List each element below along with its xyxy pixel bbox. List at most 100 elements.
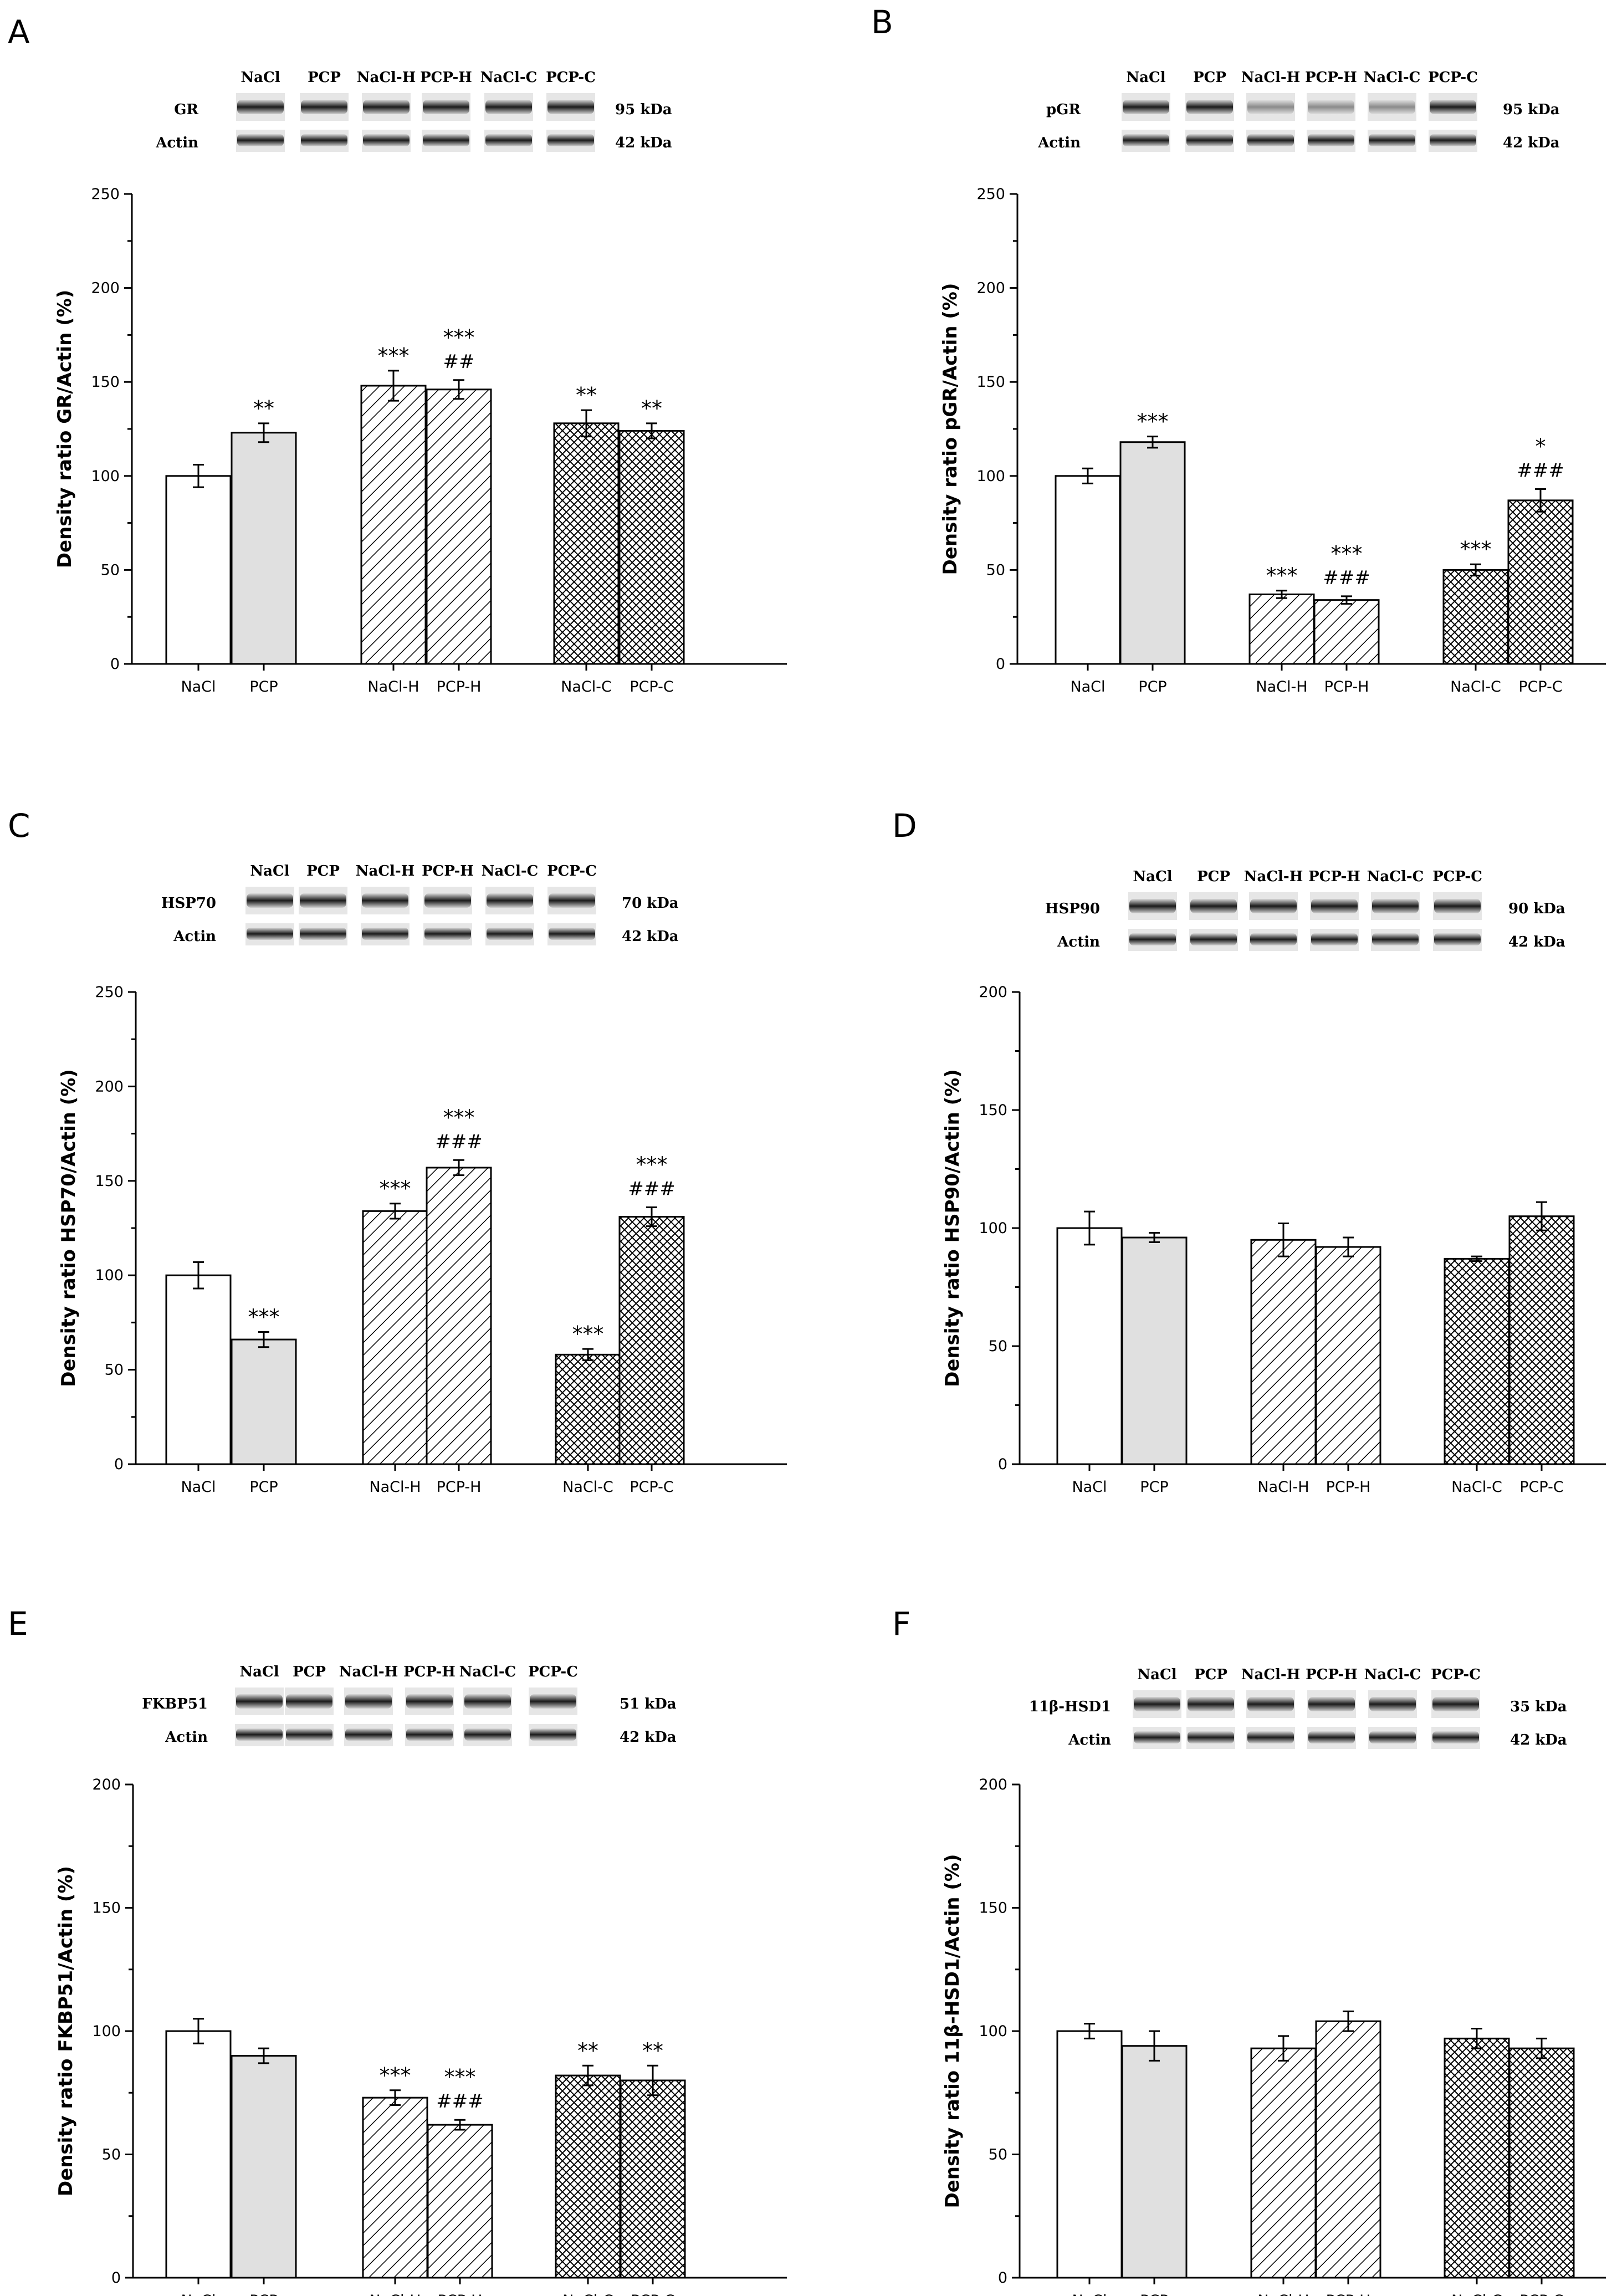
- bar-pcp-c: [1507, 499, 1574, 665]
- y-tick-label: 200: [92, 1776, 121, 1793]
- blot-band-protein: [300, 893, 346, 908]
- blot-band-protein: [464, 1694, 511, 1709]
- blot-band-protein: [1134, 1697, 1180, 1711]
- y-tick-label: 100: [976, 468, 1005, 485]
- blot-band-actin: [464, 1729, 511, 1741]
- blot-lane-label: NaCl: [239, 1664, 279, 1680]
- blot-actin-label: Actin: [1037, 135, 1081, 151]
- blot-protein-label: pGR: [1046, 101, 1081, 118]
- significance-annotation: ***: [380, 2063, 411, 2088]
- x-tick-label: NaCl: [1072, 1479, 1107, 1496]
- blot-actin-kda: 42 kDa: [1510, 1732, 1567, 1748]
- y-tick-label: 100: [92, 2023, 121, 2040]
- bar-pcp: [1121, 1236, 1188, 1465]
- y-tick-label: 150: [979, 1900, 1007, 1917]
- blot-band-actin: [345, 1729, 392, 1741]
- x-tick-label: NaCl-C: [562, 2292, 613, 2296]
- x-tick-label: PCP-C: [630, 678, 673, 696]
- blot-lane-label: PCP: [1194, 1666, 1227, 1683]
- significance-annotation: ***: [572, 1322, 604, 1346]
- y-tick-label: 200: [979, 1776, 1007, 1793]
- blot-band-actin: [1247, 1731, 1294, 1743]
- y-axis-label: Density ratio 11β-HSD1/Actin (%): [941, 1854, 964, 2208]
- bar-nacl-h: [1250, 2047, 1317, 2279]
- blot-lane-label: NaCl: [1133, 868, 1172, 885]
- y-tick-label: 150: [976, 374, 1005, 391]
- x-tick-label: NaCl: [181, 2292, 216, 2296]
- bar-nacl: [165, 2030, 232, 2279]
- blot-protein-kda: 90 kDa: [1508, 901, 1565, 917]
- blot-actin-kda: 42 kDa: [1503, 135, 1560, 151]
- x-tick-label: NaCl: [1070, 678, 1105, 696]
- y-tick-label: 250: [976, 186, 1005, 203]
- blot-band-protein: [363, 100, 410, 114]
- y-tick-label: 0: [111, 2269, 121, 2287]
- blot-band-actin: [236, 1729, 283, 1741]
- hash-annotation: ###: [628, 1178, 675, 1200]
- y-tick-label: 200: [979, 984, 1007, 1001]
- blot-actin-label: Actin: [155, 135, 198, 151]
- significance-annotation: ***: [1331, 541, 1363, 566]
- blot-band-protein: [487, 893, 533, 908]
- x-tick-label: PCP-C: [1519, 1479, 1563, 1496]
- blot-lane-label: PCP-H: [403, 1664, 456, 1680]
- blot-lane-label: PCP: [308, 69, 341, 86]
- significance-annotation: ***: [1266, 564, 1298, 588]
- y-tick-label: 100: [979, 1220, 1007, 1237]
- blot-lane-label: PCP-H: [1306, 1666, 1358, 1683]
- y-tick-label: 50: [102, 2146, 121, 2164]
- blot-actin-label: Actin: [1057, 934, 1100, 950]
- blot-lane-label: NaCl: [1137, 1666, 1176, 1683]
- y-tick-label: 150: [92, 1900, 121, 1917]
- y-tick-label: 50: [105, 1362, 124, 1379]
- blot-band-protein: [423, 100, 469, 114]
- bar-pcp-c: [618, 429, 685, 665]
- x-tick-label: PCP: [1140, 1479, 1168, 1496]
- blot-lane-label: PCP-C: [1432, 868, 1482, 885]
- bar-pcp-c: [1508, 2047, 1575, 2279]
- bar-pcp-h: [1313, 599, 1380, 665]
- x-tick-label: PCP-C: [631, 2292, 674, 2296]
- blot-band-protein: [549, 893, 595, 908]
- blot-band-actin: [1372, 933, 1419, 945]
- blot-protein-kda: 95 kDa: [615, 101, 672, 118]
- blot-band-protein: [485, 100, 532, 114]
- y-tick-label: 150: [91, 374, 120, 391]
- blot-band-protein: [530, 1694, 576, 1709]
- bar-pcp-h: [426, 1167, 492, 1465]
- bar-nacl: [1056, 2030, 1123, 2279]
- bar-pcp: [231, 432, 297, 665]
- blot-band-protein: [1247, 1697, 1294, 1711]
- blot-lane-label: NaCl-C: [1364, 69, 1421, 86]
- blot-band-actin: [1369, 134, 1415, 146]
- panel-letter: A: [8, 13, 30, 51]
- blot-band-protein: [301, 100, 347, 114]
- blot-lane-label: PCP-H: [420, 69, 472, 86]
- bar-nacl-h: [360, 385, 427, 665]
- y-tick-label: 100: [95, 1267, 124, 1284]
- blot-band-protein: [1311, 899, 1358, 913]
- blot-band-protein: [1250, 899, 1297, 913]
- blot-band-actin: [485, 134, 532, 146]
- x-tick-label: NaCl: [181, 678, 216, 696]
- y-tick-label: 250: [91, 186, 120, 203]
- y-tick-label: 0: [110, 656, 120, 673]
- blot-lane-label: PCP-C: [547, 863, 597, 879]
- blot-band-protein: [1129, 899, 1176, 913]
- x-tick-label: PCP: [249, 2292, 278, 2296]
- significance-annotation: ***: [248, 1305, 280, 1329]
- blot-lane-label: PCP-C: [1428, 69, 1478, 86]
- panel-letter: F: [892, 1605, 910, 1643]
- blot-band-actin: [547, 134, 594, 146]
- x-tick-label: PCP-C: [1518, 678, 1562, 696]
- x-tick-label: NaCl-C: [1450, 678, 1501, 696]
- y-tick-label: 50: [989, 2146, 1007, 2164]
- blot-protein-kda: 70 kDa: [622, 895, 679, 912]
- bar-nacl-h: [362, 1210, 428, 1465]
- blot-lane-label: PCP-H: [422, 863, 474, 879]
- blot-band-actin: [1250, 933, 1297, 945]
- blot-band-actin: [487, 928, 533, 940]
- blot-band-protein: [1123, 100, 1169, 114]
